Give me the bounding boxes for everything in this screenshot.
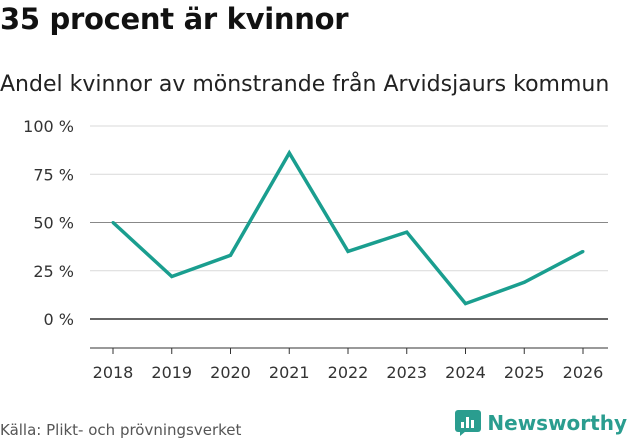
- data-point-2019: [170, 275, 174, 279]
- y-tick-label: 25 %: [33, 262, 74, 281]
- x-tick-label: 2019: [151, 363, 192, 382]
- data-point-2026: [581, 249, 585, 253]
- x-tick-label: 2021: [269, 363, 310, 382]
- x-tick-label: 2018: [93, 363, 134, 382]
- y-tick-label: 75 %: [33, 165, 74, 184]
- source-note: Källa: Plikt- och prövningsverket: [0, 421, 242, 439]
- brand-name: Newsworthy: [487, 411, 627, 435]
- data-point-2021: [287, 151, 291, 155]
- data-point-2022: [346, 249, 350, 253]
- x-tick-label: 2024: [445, 363, 486, 382]
- chart-subtitle: Andel kvinnor av mönstrande från Arvidsj…: [0, 72, 610, 97]
- newsworthy-logo-icon: [455, 410, 482, 436]
- data-point-2024: [464, 302, 467, 306]
- x-tick-label: 2022: [328, 363, 369, 382]
- x-tick-label: 2023: [386, 363, 427, 382]
- data-point-2020: [229, 253, 232, 257]
- series-line: [111, 149, 584, 306]
- data-point-2018: [111, 221, 115, 224]
- data-point-2025: [522, 280, 526, 284]
- y-tick-label: 0 %: [44, 310, 74, 329]
- newsworthy-brand[interactable]: Newsworthy: [455, 408, 627, 438]
- data-point-2023: [405, 230, 409, 234]
- y-tick-label: 50 %: [33, 214, 74, 233]
- x-tick-label: 2020: [210, 363, 251, 382]
- y-tick-label: 100 %: [23, 117, 74, 136]
- x-tick-label: 2026: [563, 363, 604, 382]
- x-tick-label: 2025: [504, 363, 545, 382]
- chart-title: 35 procent är kvinnor: [0, 2, 349, 36]
